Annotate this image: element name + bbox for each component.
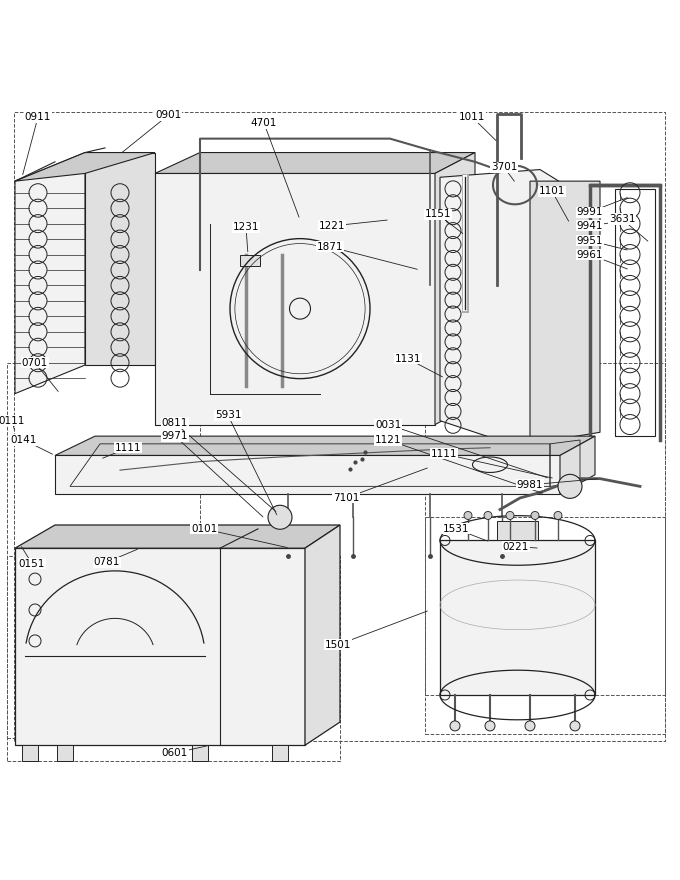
Polygon shape [55,436,595,456]
Circle shape [464,511,472,519]
Text: 0601: 0601 [162,748,188,758]
Polygon shape [192,745,208,760]
Text: 0221: 0221 [503,541,529,552]
Polygon shape [240,254,260,266]
Text: 1151: 1151 [425,209,452,219]
Text: 0151: 0151 [19,559,45,568]
Text: 0101: 0101 [191,524,217,534]
Polygon shape [440,540,595,695]
Polygon shape [22,745,38,760]
Polygon shape [15,152,85,393]
Text: 0031: 0031 [375,420,401,429]
Text: 1131: 1131 [395,354,421,363]
Polygon shape [435,152,475,424]
Polygon shape [15,548,305,745]
Text: 1121: 1121 [375,435,401,445]
Text: 0701: 0701 [22,358,48,368]
Text: 1111: 1111 [430,449,457,458]
Circle shape [268,505,292,529]
Text: 1011: 1011 [459,112,486,122]
Text: 1501: 1501 [325,640,351,649]
Polygon shape [57,745,73,760]
Polygon shape [272,745,288,760]
Text: 0901: 0901 [155,111,181,121]
Polygon shape [305,525,340,745]
Text: 1531: 1531 [443,524,469,534]
Circle shape [485,721,495,731]
Text: 1221: 1221 [319,221,345,231]
Polygon shape [560,436,595,494]
Circle shape [450,721,460,731]
Circle shape [506,511,514,519]
Text: 3701: 3701 [491,162,517,172]
Circle shape [525,721,535,731]
Text: 1871: 1871 [317,242,343,252]
Circle shape [554,511,562,519]
Circle shape [531,511,539,519]
Circle shape [484,511,492,519]
Polygon shape [155,173,435,424]
Text: 0811: 0811 [162,418,188,428]
Text: 4701: 4701 [251,118,277,128]
Text: 9971: 9971 [162,431,188,441]
Text: 0911: 0911 [24,112,51,122]
Text: 9941: 9941 [577,221,603,231]
Polygon shape [498,521,537,540]
Circle shape [558,474,582,498]
Text: 3631: 3631 [609,214,635,224]
Text: 1231: 1231 [233,223,259,232]
Polygon shape [440,170,565,444]
Text: 0141: 0141 [11,435,37,445]
Polygon shape [85,152,155,365]
Polygon shape [55,456,560,494]
Text: 0111: 0111 [0,415,25,426]
Text: 9991: 9991 [577,207,603,217]
Polygon shape [155,152,475,173]
Text: 7101: 7101 [333,493,359,503]
Polygon shape [15,525,340,548]
Circle shape [570,721,580,731]
Text: 9961: 9961 [577,250,603,260]
Polygon shape [15,152,155,181]
Text: 1111: 1111 [115,443,141,452]
Text: 1101: 1101 [539,187,565,196]
Text: 9951: 9951 [577,236,603,246]
Polygon shape [530,181,600,444]
Text: 0781: 0781 [94,557,120,567]
Text: 9981: 9981 [517,480,543,490]
Text: 5931: 5931 [215,410,241,421]
